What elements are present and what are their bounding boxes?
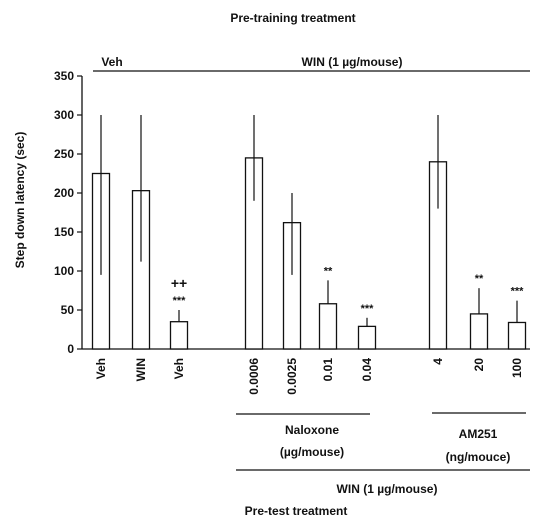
bar (357, 325, 377, 350)
x-tick-labels: Veh WIN Veh 0.0006 0.0025 0.01 0.04 4 20 100 (94, 358, 524, 395)
naloxone-sublabel: (µg/mouse) (280, 445, 344, 459)
axes: 0 50 100 150 200 250 300 350 (54, 69, 530, 356)
am251-label: AM251 (459, 427, 498, 441)
significance-mark: ** (324, 265, 333, 277)
pretraining-win-label: WIN (1 µg/mouse) (302, 55, 403, 69)
y-tick-label: 50 (61, 303, 75, 317)
chart-title: Pre-training treatment (230, 11, 355, 25)
bar (318, 303, 338, 350)
y-tick-label: 300 (54, 108, 74, 122)
significance-mark: *** (511, 286, 525, 298)
significance-mark: ** (475, 273, 484, 285)
bar (169, 321, 189, 350)
y-tick-label: 150 (54, 225, 74, 239)
x-tick-label: 4 (431, 358, 445, 365)
x-tick-label: WIN (134, 358, 148, 381)
pretest-group-labels: Naloxone (µg/mouse) AM251 (ng/mouce) (236, 412, 526, 464)
x-tick-label: 0.0006 (247, 358, 261, 395)
y-tick-label: 100 (54, 264, 74, 278)
pretraining-group-labels: Veh WIN (1 µg/mouse) (93, 55, 530, 72)
y-axis-label: Step down latency (sec) (13, 132, 27, 269)
x-axis-label: Pre-test treatment (245, 504, 348, 518)
pretest-win-label: WIN (1 µg/mouse) (337, 482, 438, 496)
significance-mark: *** (173, 295, 187, 307)
y-tick-label: 250 (54, 147, 74, 161)
significance-mark: *** (361, 303, 375, 315)
am251-sublabel: (ng/mouce) (446, 450, 511, 464)
bar (469, 313, 489, 350)
x-tick-label: 100 (510, 358, 524, 378)
bars: ***++********** (91, 115, 527, 350)
x-tick-label: 20 (472, 358, 486, 372)
x-tick-label: Veh (94, 358, 108, 379)
bar (507, 321, 527, 350)
x-tick-label: Veh (172, 358, 186, 379)
x-tick-label: 0.04 (360, 358, 374, 382)
naloxone-label: Naloxone (285, 423, 339, 437)
y-tick-label: 200 (54, 186, 74, 200)
x-tick-label: 0.01 (321, 358, 335, 382)
x-tick-label: 0.0025 (285, 358, 299, 395)
y-tick-label: 350 (54, 69, 74, 83)
pretraining-veh-label: Veh (101, 55, 122, 69)
comparison-mark: ++ (171, 275, 187, 291)
y-tick-label: 0 (67, 342, 74, 356)
